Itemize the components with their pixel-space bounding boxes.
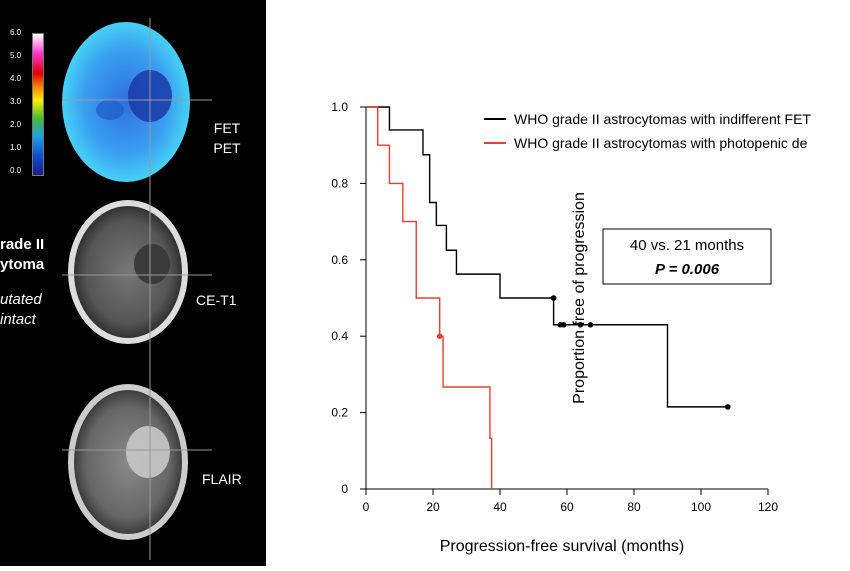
y-tick-label: 0.4	[331, 329, 348, 343]
censor-marker	[725, 404, 731, 410]
subtitle-line: utated	[0, 291, 42, 308]
annotation-frame	[602, 228, 772, 285]
y-tick-label: 0.2	[331, 406, 348, 420]
mri-image-panel: 6.0 5.0 4.0 3.0 2.0 1.0 0.0	[0, 0, 266, 566]
pet-colorbar	[32, 33, 44, 176]
x-tick-label: 20	[426, 500, 440, 514]
series-layer	[366, 106, 731, 489]
annotation-line-2: P = 0.006	[655, 261, 720, 278]
y-tick-label: 0	[341, 482, 348, 496]
annotation-box: 40 vs. 21 months P = 0.006	[602, 228, 772, 285]
x-tick-label: 40	[493, 500, 507, 514]
brain-scan-images	[62, 18, 212, 560]
x-tick-label: 100	[691, 500, 711, 514]
colorbar-tick: 5.0	[10, 51, 22, 60]
subtitle-line: intact	[0, 311, 36, 328]
pet-label: PET	[213, 140, 241, 156]
series-line	[366, 106, 493, 489]
legend-label: WHO grade II astrocytomas with indiffere…	[514, 111, 811, 127]
censor-marker	[577, 321, 584, 328]
tumor-grade-title: rade II ytoma	[0, 235, 44, 275]
title-line: rade II	[0, 236, 45, 253]
legend: WHO grade II astrocytomas with indiffere…	[484, 111, 811, 151]
colorbar-tick: 3.0	[10, 97, 22, 106]
x-axis-label: Progression-free survival (months)	[440, 538, 685, 555]
survival-chart: 0 20 40 60 80 100 120 0 0.2 0.4 0.6 0.8 1.0 WHO grad…	[266, 0, 850, 566]
y-tick-label: 0.8	[331, 176, 348, 190]
colorbar-tick: 6.0	[10, 28, 22, 37]
y-tick-label: 0.6	[331, 253, 348, 267]
colorbar-tick: 1.0	[10, 143, 22, 152]
annotation-line-1: 40 vs. 21 months	[630, 237, 744, 254]
censor-marker	[587, 321, 594, 328]
fet-pet-scan	[62, 18, 212, 190]
colorbar-tick: 2.0	[10, 120, 22, 129]
title-line: ytoma	[0, 256, 45, 273]
colorbar-tick: 0.0	[10, 166, 22, 175]
ce-t1-scan	[62, 200, 212, 344]
legend-label: WHO grade II astrocytomas with photopeni…	[514, 135, 808, 151]
censor-marker	[560, 321, 567, 328]
fet-label: FET	[213, 120, 241, 136]
y-tick-label: 1.0	[331, 100, 348, 114]
x-tick-label: 80	[627, 500, 641, 514]
fet-pet-label: FET PET	[212, 118, 242, 158]
series-line	[366, 106, 728, 408]
x-tick-label: 120	[758, 500, 778, 514]
ce-t1-label: CE-T1	[196, 292, 237, 308]
censor-marker	[436, 333, 443, 340]
colorbar-tick: 4.0	[10, 74, 22, 83]
flair-label: FLAIR	[202, 471, 242, 487]
censor-marker	[550, 295, 557, 301]
x-tick-label: 60	[560, 500, 574, 514]
y-axis-label: Proportion free of progression	[571, 192, 588, 404]
axes: 0 20 40 60 80 100 120 0 0.2 0.4 0.6 0.8 1.0	[331, 100, 778, 514]
flair-scan	[62, 384, 212, 540]
kaplan-meier-plot: 0 20 40 60 80 100 120 0 0.2 0.4 0.6 0.8 1.0 WHO grad…	[331, 100, 811, 555]
mutation-status: utated intact	[0, 290, 42, 330]
x-tick-label: 0	[363, 500, 370, 514]
